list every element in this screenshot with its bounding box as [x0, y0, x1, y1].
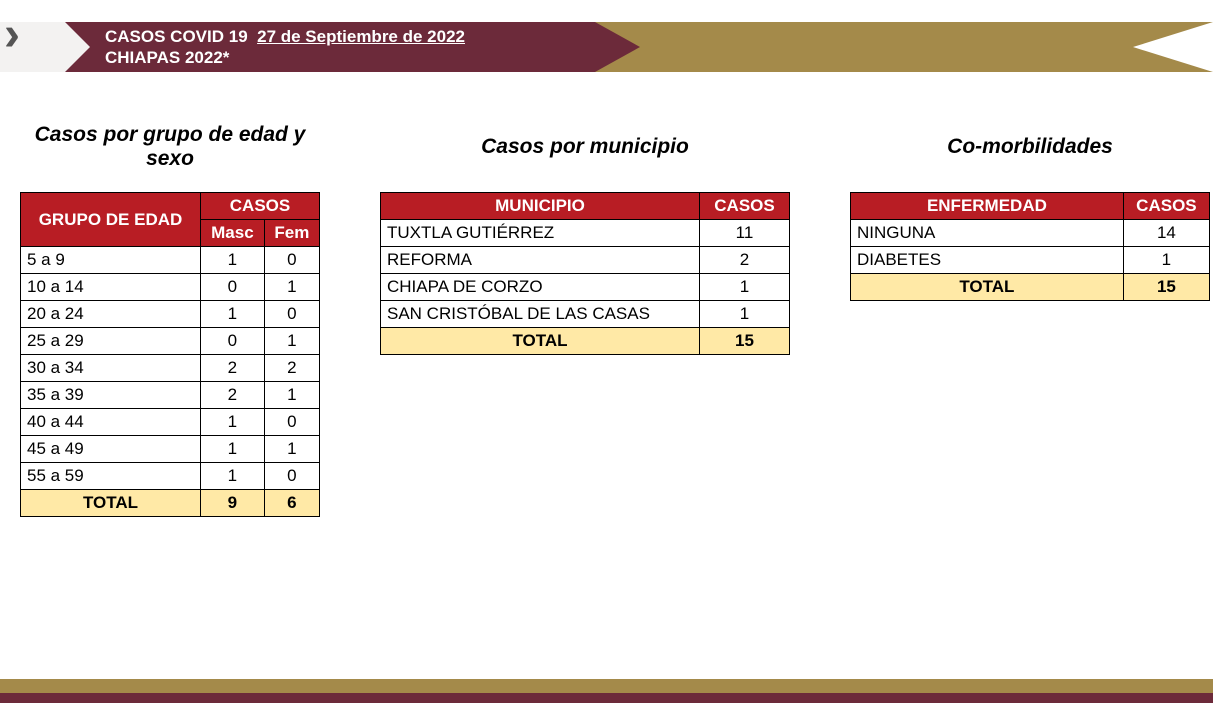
cell-fem: 0	[264, 409, 319, 436]
cell-total-masc: 9	[201, 490, 265, 517]
cell-fem: 2	[264, 355, 319, 382]
cell-masc: 1	[201, 301, 265, 328]
footer-stripes	[0, 663, 1213, 703]
cell-masc: 1	[201, 463, 265, 490]
cell-masc: 2	[201, 382, 265, 409]
table-row-total: TOTAL96	[21, 490, 320, 517]
title-date: 27 de Septiembre de 2022	[257, 27, 465, 46]
table-row: 40 a 4410	[21, 409, 320, 436]
section-municipio: Casos por municipio MUNICIPIO CASOS TUXT…	[380, 120, 790, 355]
section-title-comorb: Co-morbilidades	[850, 120, 1210, 174]
cell-cases: 1	[700, 274, 790, 301]
chevron-right-icon: ›	[4, 7, 20, 62]
cell-fem: 1	[264, 274, 319, 301]
table-row: 5 a 910	[21, 247, 320, 274]
cell-fem: 0	[264, 463, 319, 490]
cell-group: 10 a 14	[21, 274, 201, 301]
table-row: REFORMA2	[381, 247, 790, 274]
cell-group: 45 a 49	[21, 436, 201, 463]
cell-cases: 14	[1123, 220, 1209, 247]
cell-muni: REFORMA	[381, 247, 700, 274]
cell-muni: CHIAPA DE CORZO	[381, 274, 700, 301]
th-grupo-edad: GRUPO DE EDAD	[21, 193, 201, 247]
cell-group: 5 a 9	[21, 247, 201, 274]
content-area: Casos por grupo de edad y sexo GRUPO DE …	[20, 120, 1193, 517]
title-bar-end	[595, 22, 640, 72]
gold-bar-end	[1133, 22, 1213, 72]
cell-fem: 0	[264, 301, 319, 328]
cell-masc: 0	[201, 328, 265, 355]
table-row: 35 a 3921	[21, 382, 320, 409]
table-row-total: TOTAL15	[381, 328, 790, 355]
table-row: 45 a 4911	[21, 436, 320, 463]
cell-masc: 1	[201, 247, 265, 274]
table-row-total: TOTAL15	[851, 274, 1210, 301]
cell-total-label: TOTAL	[381, 328, 700, 355]
section-comorbilidades: Co-morbilidades ENFERMEDAD CASOS NINGUNA…	[850, 120, 1210, 301]
cell-disease: DIABETES	[851, 247, 1124, 274]
cell-muni: SAN CRISTÓBAL DE LAS CASAS	[381, 301, 700, 328]
cell-total-cases: 15	[1123, 274, 1209, 301]
table-row: NINGUNA14	[851, 220, 1210, 247]
cell-total-label: TOTAL	[21, 490, 201, 517]
th-fem: Fem	[264, 220, 319, 247]
cell-cases: 2	[700, 247, 790, 274]
cell-cases: 11	[700, 220, 790, 247]
header-banner: CASOS COVID 19 27 de Septiembre de 2022 …	[0, 22, 1213, 72]
section-title-age: Casos por grupo de edad y sexo	[20, 120, 320, 174]
cell-masc: 0	[201, 274, 265, 301]
cell-fem: 1	[264, 328, 319, 355]
cell-fem: 1	[264, 436, 319, 463]
table-row: 10 a 1401	[21, 274, 320, 301]
th-municipio: MUNICIPIO	[381, 193, 700, 220]
table-municipio: MUNICIPIO CASOS TUXTLA GUTIÉRREZ11REFORM…	[380, 192, 790, 355]
table-row: 30 a 3422	[21, 355, 320, 382]
table-row: 20 a 2410	[21, 301, 320, 328]
footer-gold-right	[485, 679, 1213, 693]
cell-group: 35 a 39	[21, 382, 201, 409]
table-row: TUXTLA GUTIÉRREZ11	[381, 220, 790, 247]
title-bar: CASOS COVID 19 27 de Septiembre de 2022 …	[65, 22, 595, 72]
tbody-comorb: NINGUNA14DIABETES1TOTAL15	[851, 220, 1210, 301]
cell-fem: 1	[264, 382, 319, 409]
table-row: 25 a 2901	[21, 328, 320, 355]
cell-masc: 2	[201, 355, 265, 382]
cell-cases: 1	[700, 301, 790, 328]
th-muni-casos: CASOS	[700, 193, 790, 220]
th-comorb-casos: CASOS	[1123, 193, 1209, 220]
title-prefix: CASOS COVID 19	[105, 27, 248, 46]
tbody-muni: TUXTLA GUTIÉRREZ11REFORMA2CHIAPA DE CORZ…	[381, 220, 790, 355]
th-masc: Masc	[201, 220, 265, 247]
section-title-muni: Casos por municipio	[380, 120, 790, 174]
cell-group: 55 a 59	[21, 463, 201, 490]
table-row: SAN CRISTÓBAL DE LAS CASAS1	[381, 301, 790, 328]
table-row: 55 a 5910	[21, 463, 320, 490]
footer-gold-left	[0, 679, 558, 693]
title-subtitle: CHIAPAS 2022*	[105, 48, 229, 67]
cell-group: 40 a 44	[21, 409, 201, 436]
cell-total-fem: 6	[264, 490, 319, 517]
table-row: CHIAPA DE CORZO1	[381, 274, 790, 301]
cell-cases: 1	[1123, 247, 1209, 274]
table-age-sex: GRUPO DE EDAD CASOS Masc Fem 5 a 91010 a…	[20, 192, 320, 517]
th-casos: CASOS	[201, 193, 320, 220]
cell-disease: NINGUNA	[851, 220, 1124, 247]
cell-masc: 1	[201, 436, 265, 463]
nav-chevron[interactable]: ›	[0, 22, 65, 72]
cell-total-label: TOTAL	[851, 274, 1124, 301]
tbody-age: 5 a 91010 a 140120 a 241025 a 290130 a 3…	[21, 247, 320, 517]
table-row: DIABETES1	[851, 247, 1210, 274]
cell-group: 25 a 29	[21, 328, 201, 355]
table-comorbilidades: ENFERMEDAD CASOS NINGUNA14DIABETES1TOTAL…	[850, 192, 1210, 301]
th-enfermedad: ENFERMEDAD	[851, 193, 1124, 220]
cell-group: 30 a 34	[21, 355, 201, 382]
cell-masc: 1	[201, 409, 265, 436]
cell-group: 20 a 24	[21, 301, 201, 328]
footer-maroon	[0, 693, 1213, 703]
cell-muni: TUXTLA GUTIÉRREZ	[381, 220, 700, 247]
cell-fem: 0	[264, 247, 319, 274]
section-age-sex: Casos por grupo de edad y sexo GRUPO DE …	[20, 120, 320, 517]
cell-total-cases: 15	[700, 328, 790, 355]
